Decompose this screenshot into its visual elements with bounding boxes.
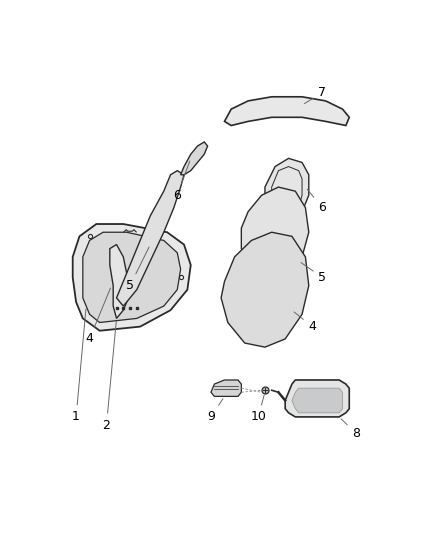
Polygon shape bbox=[292, 388, 343, 413]
Text: 4: 4 bbox=[294, 312, 316, 333]
Text: 9: 9 bbox=[207, 399, 223, 423]
Polygon shape bbox=[221, 232, 309, 347]
Polygon shape bbox=[73, 224, 191, 330]
Polygon shape bbox=[265, 158, 309, 216]
Text: 2: 2 bbox=[102, 321, 117, 432]
Polygon shape bbox=[83, 232, 180, 322]
Polygon shape bbox=[180, 142, 208, 175]
Text: 10: 10 bbox=[250, 395, 266, 423]
Text: 4: 4 bbox=[86, 288, 110, 345]
Text: 6: 6 bbox=[307, 189, 326, 214]
Text: 5: 5 bbox=[126, 247, 149, 292]
Polygon shape bbox=[224, 97, 349, 126]
Polygon shape bbox=[117, 171, 184, 306]
Text: 7: 7 bbox=[304, 86, 326, 103]
Polygon shape bbox=[110, 245, 130, 318]
Text: 5: 5 bbox=[301, 263, 326, 284]
Polygon shape bbox=[211, 380, 241, 397]
Text: 6: 6 bbox=[173, 161, 190, 202]
Polygon shape bbox=[241, 187, 309, 277]
Polygon shape bbox=[285, 380, 349, 417]
Text: 1: 1 bbox=[72, 309, 86, 423]
Text: 8: 8 bbox=[341, 419, 360, 440]
